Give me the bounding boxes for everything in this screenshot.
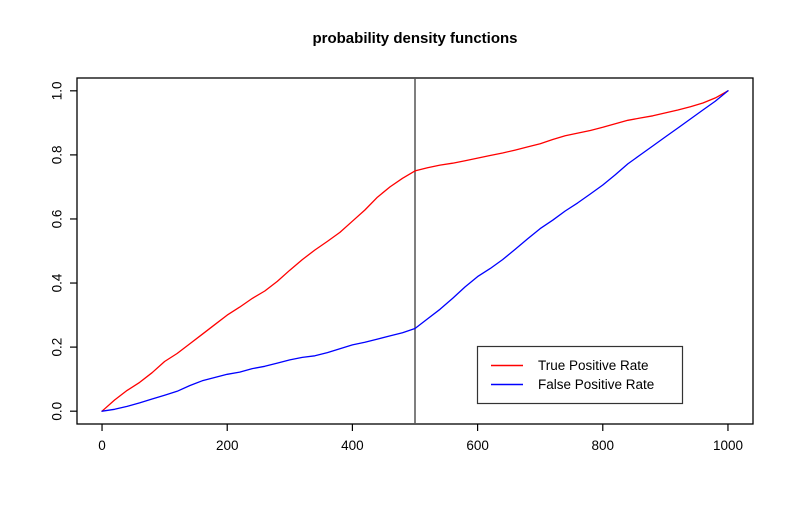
x-tick-label: 800 xyxy=(592,438,615,453)
x-tick-label: 400 xyxy=(341,438,364,453)
chart-title: probability density functions xyxy=(312,30,517,47)
series-line-true-positive-rate xyxy=(101,90,729,412)
x-tick-label: 600 xyxy=(466,438,489,453)
legend-label-false-positive-rate: False Positive Rate xyxy=(538,377,654,392)
y-tick-label: 0.8 xyxy=(50,145,65,164)
y-tick-label: 0.2 xyxy=(50,338,65,357)
series-lines xyxy=(101,78,729,424)
x-tick-label: 200 xyxy=(216,438,239,453)
y-tick-label: 0.0 xyxy=(50,402,65,421)
legend-box xyxy=(476,345,684,405)
legend: True Positive Rate False Positive Rate xyxy=(476,345,684,405)
y-tick-label: 0.6 xyxy=(50,210,65,229)
y-tick-label: 0.4 xyxy=(50,273,65,292)
series-line-false-positive-rate xyxy=(101,90,729,412)
x-tick-label: 0 xyxy=(98,438,106,453)
legend-label-true-positive-rate: True Positive Rate xyxy=(538,358,649,373)
x-tick-label: 1000 xyxy=(713,438,743,453)
y-tick-label: 1.0 xyxy=(50,81,65,100)
